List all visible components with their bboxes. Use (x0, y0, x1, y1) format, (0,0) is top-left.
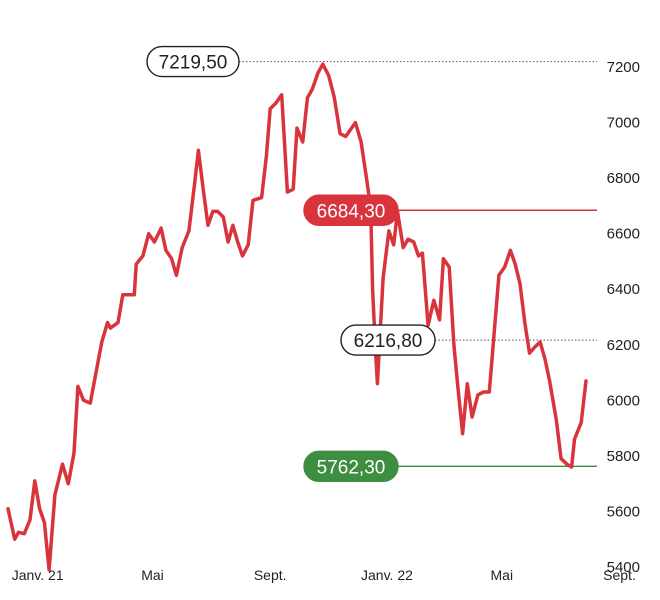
x-tick-label: Sept. (254, 567, 287, 583)
x-tick-label: Janv. 21 (12, 567, 64, 583)
series-line (6, 62, 588, 572)
value-callout: 5762,30 (303, 450, 399, 483)
y-tick-label: 6600 (607, 226, 640, 243)
x-tick-label: Sept. (603, 567, 636, 583)
series-layer (6, 62, 588, 572)
x-tick-label: Mai (491, 567, 514, 583)
y-tick-label: 7000 (607, 115, 640, 132)
y-tick-label: 6200 (607, 337, 640, 354)
callout-pill (303, 194, 399, 226)
x-tick-label: Mai (141, 567, 164, 583)
x-axis: Janv. 21 Mai Sept. Janv. 22 Mai Sept. (12, 567, 636, 583)
x-tick-label: Janv. 22 (361, 567, 413, 583)
y-tick-label: 6800 (607, 170, 640, 187)
y-tick-label: 5400 (607, 559, 640, 576)
value-callouts: 7219,50 6684,30 6216,80 5762,30 (146, 45, 436, 483)
y-tick-label: 6000 (607, 392, 640, 409)
callout-label: 6216,80 (354, 331, 423, 352)
value-callout: 6684,30 (303, 194, 399, 226)
callout-pill (340, 324, 436, 356)
callout-pill (146, 45, 240, 78)
callout-label: 6684,30 (317, 201, 386, 222)
reference-lines (239, 61, 597, 468)
value-callout: 6216,80 (340, 324, 436, 356)
callout-label: 5762,30 (317, 457, 386, 478)
y-tick-label: 7200 (607, 59, 640, 76)
value-callout: 7219,50 (146, 45, 240, 78)
y-tick-label: 6400 (607, 281, 640, 298)
y-axis: 5400 5600 5800 6000 6200 6400 6600 6800 7000 7200 (607, 59, 640, 576)
callout-pill (303, 450, 399, 483)
callout-label: 7219,50 (159, 53, 228, 74)
y-tick-label: 5800 (607, 448, 640, 465)
y-tick-label: 5600 (607, 503, 640, 520)
